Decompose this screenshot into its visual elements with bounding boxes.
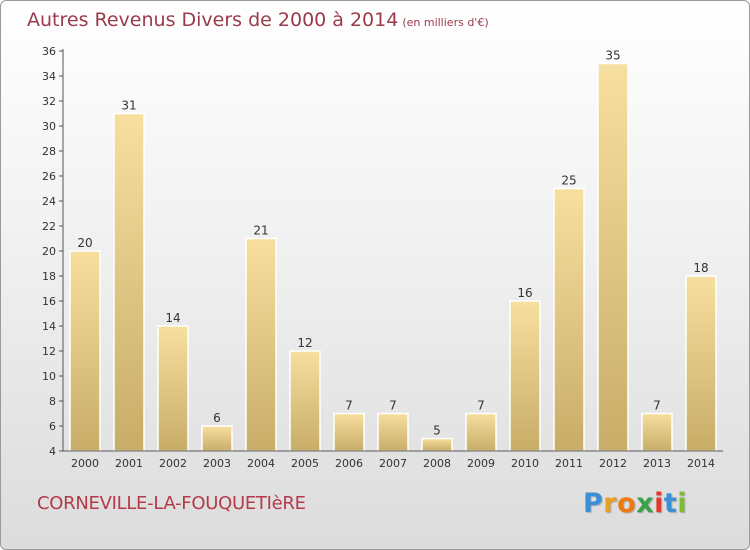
- y-tick-label: 18: [42, 270, 56, 283]
- y-tick-label: 12: [42, 345, 56, 358]
- logo-letter: i: [677, 488, 688, 519]
- bar: [641, 412, 673, 452]
- logo-letter: x: [636, 488, 655, 519]
- x-tick-label: 2004: [247, 457, 275, 470]
- bar: [289, 350, 321, 452]
- x-tick-label: 2001: [115, 457, 143, 470]
- y-tick-label: 32: [42, 95, 56, 108]
- bar-value-label: 5: [433, 424, 441, 438]
- y-tick-label: 26: [42, 170, 56, 183]
- x-tick-label: 2008: [423, 457, 451, 470]
- bar: [201, 425, 233, 452]
- logo-letter: P: [583, 488, 604, 519]
- bar: [377, 412, 409, 452]
- bar: [509, 300, 541, 452]
- title-unit: (en milliers d'€): [402, 16, 489, 29]
- x-tick-label: 2013: [643, 457, 671, 470]
- bar-value-label: 21: [253, 224, 268, 238]
- bar-value-label: 7: [477, 399, 485, 413]
- proxiti-logo[interactable]: Proxiti: [583, 488, 687, 519]
- logo-letter: o: [617, 488, 637, 519]
- y-tick-label: 36: [42, 45, 56, 58]
- logo-letter: i: [654, 488, 664, 519]
- bar-value-label: 20: [77, 236, 92, 250]
- y-tick-label: 14: [42, 320, 56, 333]
- bar: [113, 112, 145, 452]
- bar: [553, 187, 585, 452]
- y-tick-label: 4: [49, 445, 56, 458]
- bar-value-label: 12: [297, 336, 312, 350]
- x-tick-label: 2009: [467, 457, 495, 470]
- title-text: Autres Revenus Divers de 2000 à 2014: [27, 9, 399, 31]
- bar: [157, 325, 189, 452]
- bar: [245, 237, 277, 452]
- x-tick-label: 2005: [291, 457, 319, 470]
- bar-value-label: 7: [653, 399, 661, 413]
- x-tick-label: 2003: [203, 457, 231, 470]
- x-tick-label: 2010: [511, 457, 539, 470]
- bar: [333, 412, 365, 452]
- bar-value-label: 31: [121, 99, 136, 113]
- y-tick-label: 10: [42, 370, 56, 383]
- y-tick-label: 16: [42, 295, 56, 308]
- bar-value-label: 18: [693, 261, 708, 275]
- x-tick-label: 2012: [599, 457, 627, 470]
- bar-value-label: 35: [605, 49, 620, 63]
- y-tick-label: 6: [49, 420, 56, 433]
- x-tick-label: 2006: [335, 457, 363, 470]
- y-tick-label: 24: [42, 195, 56, 208]
- y-tick-label: 20: [42, 245, 56, 258]
- bar-value-label: 25: [561, 174, 576, 188]
- x-axis: 2000 2001 2002 2003 2004 2005 2006 2007 2008 2009…: [63, 450, 723, 470]
- x-tick-label: 2014: [687, 457, 715, 470]
- logo-letter: r: [603, 488, 618, 519]
- bar-value-label: 14: [165, 311, 180, 325]
- bar: [421, 437, 453, 452]
- bar-value-label: 7: [345, 399, 353, 413]
- bar: [69, 250, 101, 452]
- x-tick-label: 2011: [555, 457, 583, 470]
- y-tick-label: 34: [42, 70, 56, 83]
- bar: [685, 275, 717, 452]
- y-tick-label: 8: [49, 395, 56, 408]
- y-tick-label: 28: [42, 145, 56, 158]
- commune-name: CORNEVILLE-LA-FOUQUETIèRE: [37, 493, 306, 514]
- y-tick-label: 30: [42, 120, 56, 133]
- chart-title: Autres Revenus Divers de 2000 à 2014 (en …: [27, 9, 489, 31]
- logo-letter: t: [663, 488, 678, 519]
- x-tick-label: 2002: [159, 457, 187, 470]
- bar-value-label: 16: [517, 286, 532, 300]
- bar-value-label: 7: [389, 399, 397, 413]
- bar-value-label: 6: [213, 411, 221, 425]
- y-axis: 4 6 8 10 12 14 16 18 20 22 24 26 28 30 32 34 36: [42, 45, 64, 458]
- x-tick-label: 2007: [379, 457, 407, 470]
- x-tick-label: 2000: [71, 457, 99, 470]
- bar: [597, 62, 629, 452]
- y-tick-label: 22: [42, 220, 56, 233]
- bars-group: 20 31 14 6 21 12 7 7 5 7 16 25 35 7 18: [69, 49, 717, 452]
- bar: [465, 412, 497, 452]
